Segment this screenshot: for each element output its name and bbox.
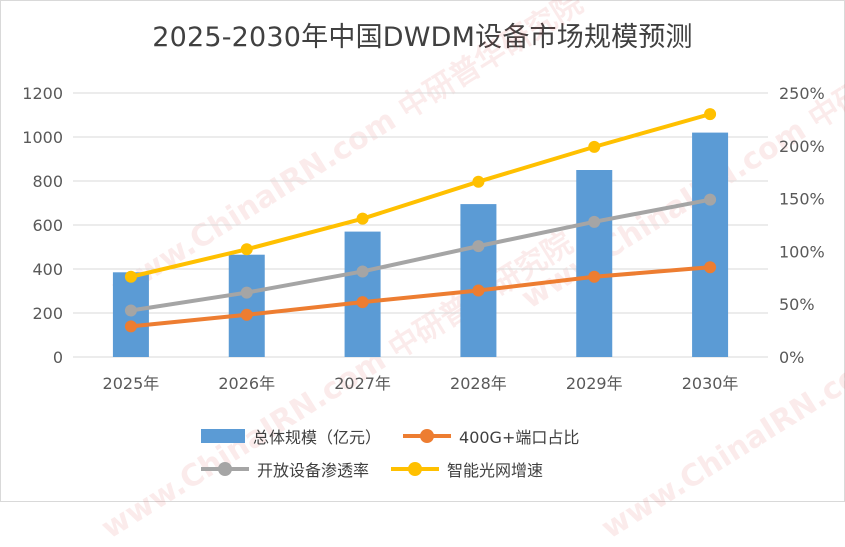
y-left-tick-label: 600 [32, 216, 63, 235]
x-tick-label: 2028年 [450, 374, 507, 393]
data-point [588, 140, 601, 153]
y-right-tick-label: 250% [779, 84, 825, 103]
legend-swatch-line [201, 461, 249, 476]
legend-item-400g-share[interactable]: 400G+端口占比 [403, 424, 579, 448]
y-right-tick-label: 100% [779, 242, 825, 261]
legend-item-smart-growth[interactable]: 智能光网增速 [391, 457, 543, 481]
bar [344, 231, 381, 357]
data-point [124, 270, 137, 283]
y-right-tick-label: 0% [779, 348, 804, 367]
y-left-tick-label: 1000 [22, 128, 63, 147]
legend-row: 总体规模（亿元） 400G+端口占比 [201, 419, 761, 452]
data-point [240, 286, 253, 299]
legend-swatch-line [403, 428, 452, 443]
series-line [130, 197, 711, 313]
y-right-tick-label: 150% [779, 190, 825, 209]
chart-plot: 0 200 400 600 800 1000 1200 0% 50% 100% 150% 200% 25… [22, 84, 824, 393]
bar [228, 254, 265, 357]
data-point [356, 212, 369, 225]
axis-labels: 0 200 400 600 800 1000 1200 0% 50% 100% 150% 200% 25… [22, 84, 824, 393]
legend-item-total-scale[interactable]: 总体规模（亿元） [201, 424, 381, 448]
legend-label: 400G+端口占比 [459, 427, 580, 447]
data-point [704, 108, 717, 121]
bar [692, 132, 729, 357]
legend-label: 总体规模（亿元） [253, 427, 382, 447]
legend-item-open-penetration[interactable]: 开放设备渗透率 [201, 457, 369, 481]
data-point [472, 175, 485, 188]
x-tick-label: 2025年 [103, 374, 160, 393]
data-point [588, 215, 601, 228]
data-point [588, 270, 601, 283]
data-point [124, 304, 137, 317]
legend-label: 开放设备渗透率 [257, 460, 370, 480]
y-right-tick-label: 50% [779, 295, 815, 314]
legend-swatch-line [391, 461, 440, 476]
x-tick-label: 2026年 [218, 374, 275, 393]
y-left-tick-label: 800 [32, 172, 63, 191]
data-point [704, 193, 717, 206]
line-series [124, 108, 717, 333]
chart-title: 2025-2030年中国DWDM设备市场规模预测 [152, 22, 693, 53]
legend-label: 智能光网增速 [447, 460, 544, 480]
data-point [356, 296, 369, 309]
legend-swatch-bar [201, 428, 245, 443]
bar [460, 204, 497, 357]
data-point [240, 308, 253, 321]
series-line [130, 112, 711, 279]
data-point [124, 320, 137, 333]
x-tick-label: 2030年 [682, 374, 739, 393]
y-left-tick-label: 400 [32, 260, 63, 279]
data-point [704, 261, 717, 274]
series-line [130, 265, 711, 329]
y-left-tick-label: 0 [53, 348, 63, 367]
bar-series [112, 132, 729, 357]
bar [576, 170, 613, 357]
data-point [356, 265, 369, 278]
data-point [240, 243, 253, 256]
y-right-tick-label: 200% [779, 137, 825, 156]
x-tick-label: 2027年 [334, 374, 391, 393]
y-left-tick-label: 1200 [22, 84, 63, 103]
gridlines [73, 92, 768, 358]
legend: 总体规模（亿元） 400G+端口占比 开放设备渗透率 智能光网增速 [201, 419, 761, 485]
x-tick-label: 2029年 [566, 374, 623, 393]
y-left-tick-label: 200 [32, 304, 63, 323]
legend-row: 开放设备渗透率 智能光网增速 [201, 452, 761, 485]
data-point [472, 284, 485, 297]
data-point [472, 240, 485, 253]
